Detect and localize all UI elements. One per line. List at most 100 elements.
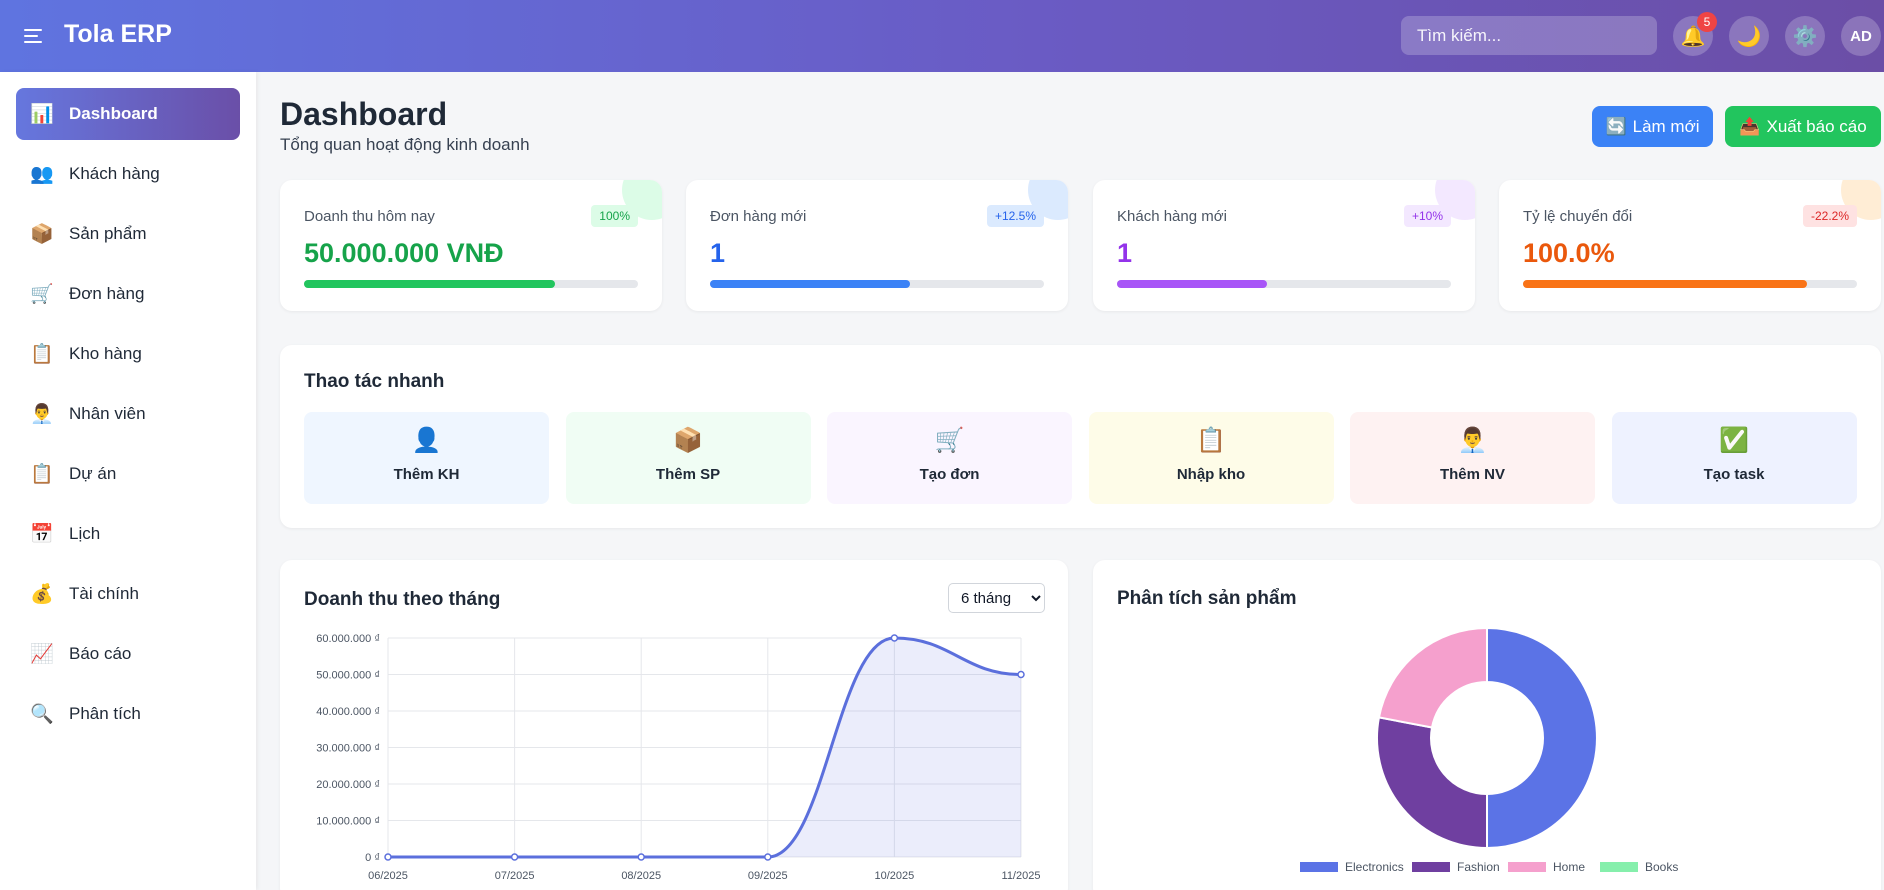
sidebar-item-label: Nhân viên <box>69 404 146 423</box>
quick-action-label: Tạo task <box>1703 466 1765 483</box>
notification-button[interactable]: 🔔 5 <box>1673 12 1717 56</box>
export-label: Xuất báo cáo <box>1766 116 1867 136</box>
sidebar-item[interactable]: 💰 Tài chính <box>16 568 240 620</box>
quick-action-button[interactable]: 👤 Thêm KH <box>304 412 549 504</box>
legend-swatch <box>1412 862 1450 872</box>
sidebar: 📊 Dashboard 👥 Khách hàng 📦 Sản phẩm 🛒 Đơn hàng 📋… <box>0 72 256 890</box>
sidebar-item[interactable]: 🛒 Đơn hàng <box>16 268 240 320</box>
quick-action-icon: ✅ <box>1719 427 1749 454</box>
sidebar-item[interactable]: 🔍 Phân tích <box>16 688 240 740</box>
donut-slice[interactable] <box>1486 626 1598 850</box>
stat-card: Doanh thu hôm nay 50.000.000 VNĐ 100% <box>280 180 662 311</box>
revenue-chart-card: Doanh thu theo tháng 6 tháng 0 ₫ 10.000.0… <box>280 560 1068 890</box>
stat-progress-fill <box>710 280 911 288</box>
quick-action-label: Thêm KH <box>393 466 460 483</box>
data-point[interactable] <box>890 634 899 642</box>
top-header: Tola ERP 🔔 5 🌙 ⚙️ AD <box>0 0 1884 72</box>
quick-action-button[interactable]: 📋 Nhập kho <box>1088 412 1334 504</box>
x-tick-label: 06/2025 <box>368 870 408 882</box>
legend-swatch <box>1300 862 1338 872</box>
stat-change-badge: +10% <box>1403 205 1451 227</box>
page-subtitle: Tổng quan hoạt động kinh doanh <box>280 135 530 154</box>
x-tick-label: 08/2025 <box>621 870 661 882</box>
sidebar-item-label: Đơn hàng <box>69 284 145 303</box>
legend-label: Fashion <box>1457 860 1500 874</box>
sidebar-item-icon: 📊 <box>30 104 54 125</box>
y-tick-label: 40.000.000 ₫ <box>316 706 380 718</box>
app-name: Tola ERP <box>64 20 172 48</box>
page-title: Dashboard <box>280 96 448 132</box>
quick-action-label: Thêm SP <box>655 466 721 483</box>
quick-action-icon: 🛒 <box>934 427 965 454</box>
period-select[interactable]: 6 tháng <box>948 583 1045 613</box>
moon-icon: 🌙 <box>1736 25 1762 48</box>
sidebar-item-label: Phân tích <box>69 704 141 723</box>
sidebar-item-label: Khách hàng <box>69 164 160 183</box>
sidebar-item[interactable]: 📊 Dashboard <box>16 88 240 140</box>
sidebar-item[interactable]: 📋 Kho hàng <box>16 328 240 380</box>
legend-label: Electronics <box>1345 860 1404 874</box>
stat-label: Doanh thu hôm nay <box>304 208 435 225</box>
sidebar-item-icon: 📅 <box>30 524 54 545</box>
product-chart-card: Phân tích sản phẩm Electronics Fashion Hom… <box>1093 560 1881 890</box>
quick-action-icon: 👨‍💼 <box>1457 427 1488 454</box>
sidebar-item-label: Tài chính <box>69 584 139 603</box>
stat-progress-bar <box>304 280 638 288</box>
dark-mode-button[interactable]: 🌙 <box>1729 16 1769 56</box>
quick-actions-panel: Thao tác nhanh 👤 Thêm KH 📦 Thêm SP 🛒 Tạo đơn 📋… <box>280 345 1881 528</box>
sidebar-item[interactable]: 👨‍💼 Nhân viên <box>16 388 240 440</box>
stat-progress-bar <box>1117 280 1451 288</box>
sidebar-item-label: Báo cáo <box>69 644 132 663</box>
donut-slice[interactable] <box>1376 716 1488 850</box>
sidebar-item[interactable]: 📅 Lịch <box>16 508 240 560</box>
menu-icon[interactable] <box>24 24 48 48</box>
sidebar-item-icon: 📦 <box>30 224 54 245</box>
refresh-button[interactable]: 🔄 Làm mới <box>1592 106 1713 147</box>
stat-card: Khách hàng mới 1 +10% <box>1093 180 1475 311</box>
sidebar-item-icon: 🔍 <box>30 704 54 725</box>
x-tick-label: 07/2025 <box>495 870 535 882</box>
stat-progress-fill <box>304 280 555 288</box>
sidebar-item[interactable]: 📦 Sản phẩm <box>16 208 240 260</box>
stat-card: Tỷ lệ chuyển đổi 100.0% -22.2% <box>1499 180 1881 311</box>
product-donut-chart: Electronics Fashion Home Books <box>1300 626 1678 874</box>
x-tick-label: 11/2025 <box>1002 870 1041 882</box>
quick-action-button[interactable]: ✅ Tạo task <box>1611 412 1857 504</box>
refresh-icon: 🔄 <box>1605 116 1627 136</box>
quick-action-icon: 📋 <box>1196 427 1226 454</box>
quick-action-button[interactable]: 📦 Thêm SP <box>565 412 811 504</box>
sidebar-item-icon: 📋 <box>30 344 54 365</box>
stat-label: Khách hàng mới <box>1117 208 1227 225</box>
sidebar-item-label: Lịch <box>69 524 101 543</box>
stat-change-badge: 100% <box>591 205 638 227</box>
quick-action-label: Tạo đơn <box>919 466 980 483</box>
sidebar-item-icon: 💰 <box>30 584 54 605</box>
legend-label: Books <box>1645 860 1678 874</box>
sidebar-item-label: Dự án <box>69 464 117 483</box>
data-point[interactable] <box>764 853 772 861</box>
sidebar-item[interactable]: 📋 Dự án <box>16 448 240 500</box>
y-tick-label: 30.000.000 ₫ <box>316 743 380 755</box>
product-chart-title: Phân tích sản phẩm <box>1117 588 1297 609</box>
data-point[interactable] <box>637 853 645 861</box>
sidebar-item-label: Sản phẩm <box>69 224 147 243</box>
stat-card: Đơn hàng mới 1 +12.5% <box>686 180 1068 311</box>
avatar[interactable]: AD <box>1841 16 1881 56</box>
data-point[interactable] <box>1017 670 1025 679</box>
legend-label: Home <box>1553 860 1585 874</box>
quick-action-button[interactable]: 👨‍💼 Thêm NV <box>1350 412 1595 504</box>
data-point[interactable] <box>384 853 392 861</box>
stat-progress-bar <box>1523 280 1857 288</box>
donut-slice[interactable] <box>1377 626 1488 729</box>
quick-action-button[interactable]: 🛒 Tạo đơn <box>827 412 1072 504</box>
search-input[interactable] <box>1401 16 1657 55</box>
sidebar-item-label: Dashboard <box>69 104 158 123</box>
y-tick-label: 0 ₫ <box>365 852 380 864</box>
sidebar-item[interactable]: 👥 Khách hàng <box>16 148 240 200</box>
sidebar-item[interactable]: 📈 Báo cáo <box>16 628 240 680</box>
quick-action-label: Thêm NV <box>1439 466 1505 483</box>
data-point[interactable] <box>510 853 519 861</box>
stat-value: 1 <box>710 238 726 268</box>
export-report-button[interactable]: 📤 Xuất báo cáo <box>1725 106 1881 147</box>
settings-button[interactable]: ⚙️ <box>1785 16 1825 56</box>
